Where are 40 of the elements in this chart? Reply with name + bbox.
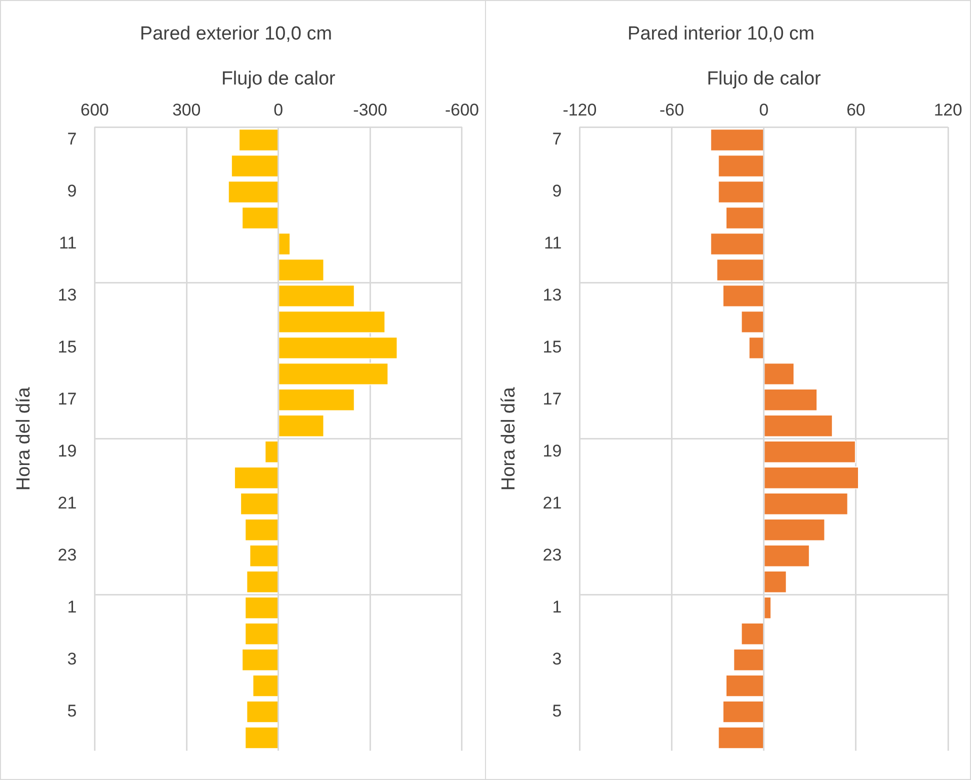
y-axis-title: Hora del día [498,386,520,491]
y-tick-label: 15 [542,338,562,357]
y-tick-label: 17 [542,390,562,409]
y-tick-label: 11 [59,234,77,253]
y-tick-label: 9 [552,182,562,201]
y-axis-title: Hora del día [14,386,35,491]
x-tick-label: 60 [846,100,866,120]
y-tick-label: 3 [67,650,77,669]
y-tick-label: 5 [67,702,77,720]
x-tick-label: 0 [759,100,769,120]
x-tick-label: 300 [172,100,201,120]
y-tick-label: 5 [552,702,562,720]
x-tick-label: 0 [274,100,284,120]
y-tick-label: 9 [67,182,77,201]
chart-title: Pared interior 10,0 cm [628,24,814,45]
y-tick-label: 1 [552,598,562,617]
chart-title: Pared exterior 10,0 cm [140,24,332,45]
x-axis-title: Flujo de calor [221,68,336,90]
x-tick-label: 120 [934,100,962,120]
y-tick-label: 7 [67,130,77,149]
y-tick-label: 19 [542,442,562,461]
y-tick-label: 19 [58,442,77,461]
x-tick-label: -120 [562,100,597,120]
y-tick-label: 23 [542,546,562,565]
y-tick-label: 3 [552,650,562,669]
x-axis-title: Flujo de calor [706,68,822,90]
y-tick-label: 23 [58,546,77,565]
x-tick-label: -300 [353,100,388,120]
x-tick-label: -600 [444,100,480,120]
x-tick-label: 600 [80,100,109,120]
y-tick-label: 11 [544,234,562,253]
y-tick-label: 17 [58,390,77,409]
y-tick-label: 7 [552,130,562,149]
x-tick-label: -60 [659,100,684,120]
y-tick-label: 13 [542,286,562,305]
y-tick-label: 21 [542,494,562,513]
y-tick-label: 21 [58,494,77,513]
y-tick-label: 1 [67,598,77,617]
y-tick-label: 13 [58,286,77,305]
y-tick-label: 15 [58,338,77,357]
